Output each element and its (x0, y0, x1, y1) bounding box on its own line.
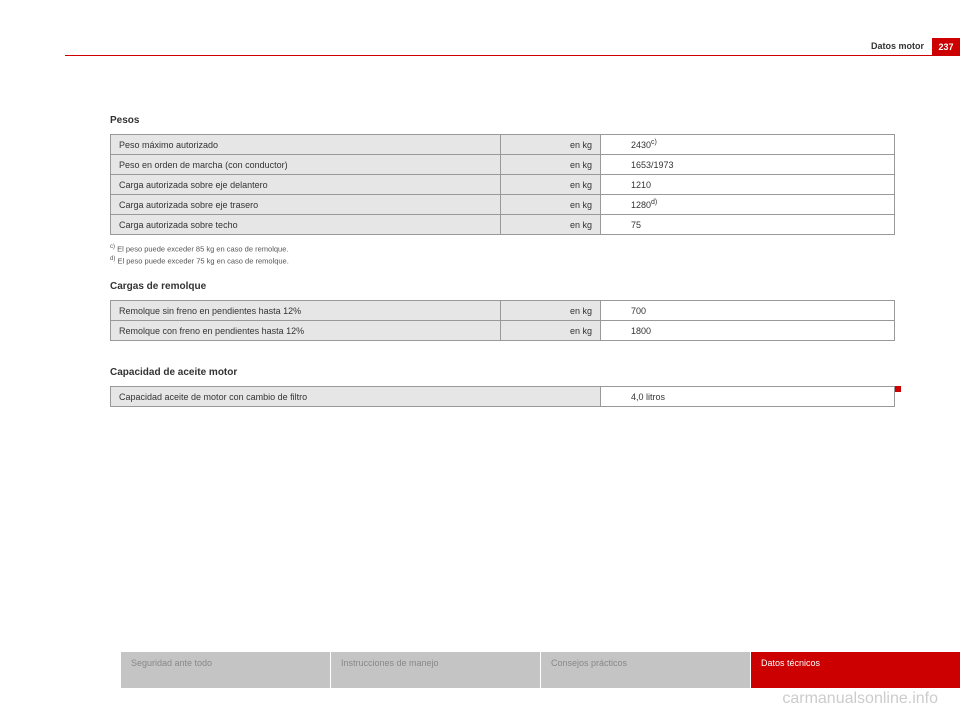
cell-label: Remolque con freno en pendientes hasta 1… (111, 321, 501, 341)
tab-seguridad[interactable]: Seguridad ante todo (120, 652, 330, 688)
tab-datos-tecnicos[interactable]: Datos técnicos (750, 652, 960, 688)
cell-label: Carga autorizada sobre eje trasero (111, 195, 501, 215)
cell-label: Carga autorizada sobre eje delantero (111, 175, 501, 195)
tab-instrucciones[interactable]: Instrucciones de manejo (330, 652, 540, 688)
page-header: Datos motor 237 (871, 38, 960, 55)
table-row: Remolque sin freno en pendientes hasta 1… (111, 301, 895, 321)
cell-value: 1653/1973 (601, 155, 895, 175)
section-title-aceite: Capacidad de aceite motor (110, 367, 895, 378)
cell-unit: en kg (501, 135, 601, 155)
table-row: Peso máximo autorizado en kg 2430c) (111, 135, 895, 155)
cell-unit: en kg (501, 301, 601, 321)
cell-value: 2430c) (601, 135, 895, 155)
tab-consejos[interactable]: Consejos prácticos (540, 652, 750, 688)
aceite-table: Capacidad aceite de motor con cambio de … (110, 386, 895, 407)
section-end-marker-icon (895, 386, 901, 392)
cell-unit: en kg (501, 195, 601, 215)
cell-unit: en kg (501, 321, 601, 341)
cell-label: Peso en orden de marcha (con conductor) (111, 155, 501, 175)
cell-value: 1280d) (601, 195, 895, 215)
page: Datos motor 237 Pesos Peso máximo autori… (0, 0, 960, 708)
table-row: Carga autorizada sobre techo en kg 75 (111, 215, 895, 235)
cell-label: Capacidad aceite de motor con cambio de … (111, 387, 601, 407)
cell-value: 700 (601, 301, 895, 321)
cell-label: Peso máximo autorizado (111, 135, 501, 155)
header-rule (65, 55, 960, 56)
content-area: Pesos Peso máximo autorizado en kg 2430c… (110, 115, 895, 415)
table-row: Capacidad aceite de motor con cambio de … (111, 387, 895, 407)
aceite-wrap: Capacidad aceite de motor con cambio de … (110, 386, 895, 407)
table-row: Remolque con freno en pendientes hasta 1… (111, 321, 895, 341)
page-number: 237 (932, 38, 960, 55)
section-title-pesos: Pesos (110, 115, 895, 126)
cell-value: 4,0 litros (601, 387, 895, 407)
table-row: Carga autorizada sobre eje delantero en … (111, 175, 895, 195)
watermark: carmanualsonline.info (782, 690, 938, 708)
remolque-table: Remolque sin freno en pendientes hasta 1… (110, 300, 895, 341)
cell-label: Remolque sin freno en pendientes hasta 1… (111, 301, 501, 321)
bottom-tabs: Seguridad ante todo Instrucciones de man… (120, 652, 960, 688)
cell-unit: en kg (501, 175, 601, 195)
pesos-table: Peso máximo autorizado en kg 2430c) Peso… (110, 134, 895, 235)
table-row: Carga autorizada sobre eje trasero en kg… (111, 195, 895, 215)
cell-value: 75 (601, 215, 895, 235)
section-name: Datos motor (871, 38, 932, 55)
table-row: Peso en orden de marcha (con conductor) … (111, 155, 895, 175)
cell-value: 1800 (601, 321, 895, 341)
cell-unit: en kg (501, 215, 601, 235)
cell-unit: en kg (501, 155, 601, 175)
section-title-remolque: Cargas de remolque (110, 281, 895, 292)
cell-value: 1210 (601, 175, 895, 195)
pesos-footnotes: c) El peso puede exceder 85 kg en caso d… (110, 243, 895, 267)
cell-label: Carga autorizada sobre techo (111, 215, 501, 235)
